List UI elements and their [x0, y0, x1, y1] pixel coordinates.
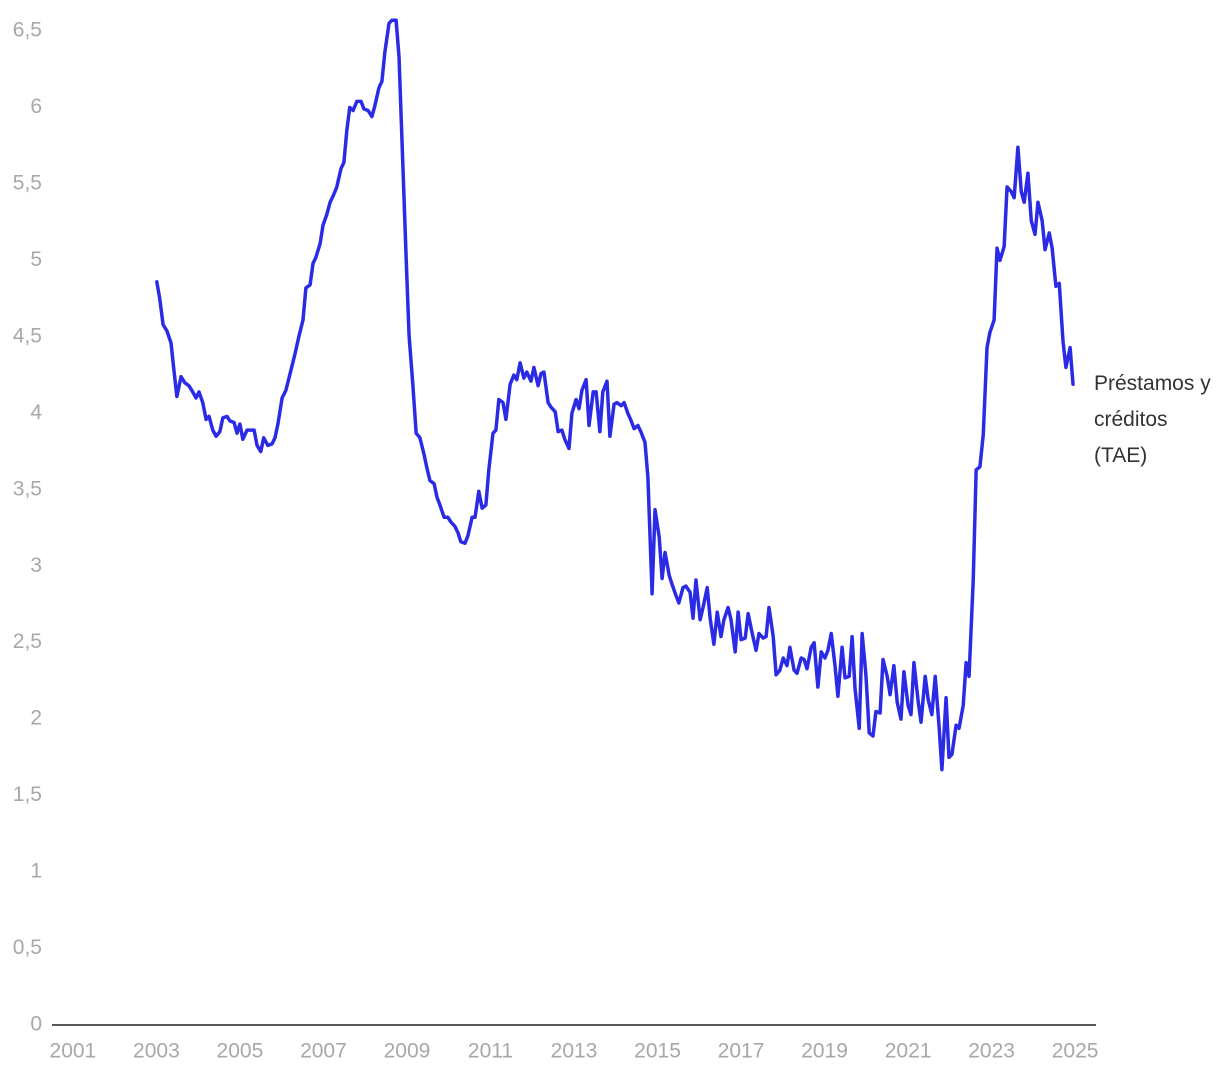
x-tick-label: 2001: [50, 1040, 97, 1063]
y-tick-label: 4: [30, 401, 42, 424]
x-tick-label: 2021: [885, 1040, 932, 1063]
y-tick-label: 2,5: [13, 630, 42, 653]
x-tick-label: 2005: [217, 1040, 264, 1063]
y-tick-label: 2: [30, 707, 42, 730]
y-tick-label: 3: [30, 554, 42, 577]
series-label: Préstamos y créditos (TAE): [1094, 372, 1211, 467]
data-line: [155, 18, 1075, 772]
y-tick-label: 6: [30, 95, 42, 118]
y-tick-label: 0,5: [13, 936, 42, 959]
y-tick-label: 6,5: [13, 19, 42, 42]
y-tick-label: 3,5: [13, 477, 42, 500]
x-tick-label: 2023: [968, 1040, 1015, 1063]
y-tick-label: 1: [30, 860, 42, 883]
x-tick-label: 2019: [801, 1040, 848, 1063]
y-tick-label: 0: [30, 1013, 42, 1036]
x-tick-label: 2017: [718, 1040, 765, 1063]
y-tick-label: 5: [30, 248, 42, 271]
y-tick-label: 1,5: [13, 783, 42, 806]
x-tick-label: 2009: [384, 1040, 431, 1063]
x-tick-label: 2003: [133, 1040, 180, 1063]
x-tick-label: 2025: [1052, 1040, 1099, 1063]
x-tick-label: 2015: [634, 1040, 681, 1063]
x-tick-label: 2011: [468, 1040, 513, 1063]
x-tick-label: 2013: [551, 1040, 598, 1063]
y-tick-label: 5,5: [13, 171, 42, 194]
y-tick-label: 4,5: [13, 324, 42, 347]
x-tick-label: 2007: [300, 1040, 347, 1063]
